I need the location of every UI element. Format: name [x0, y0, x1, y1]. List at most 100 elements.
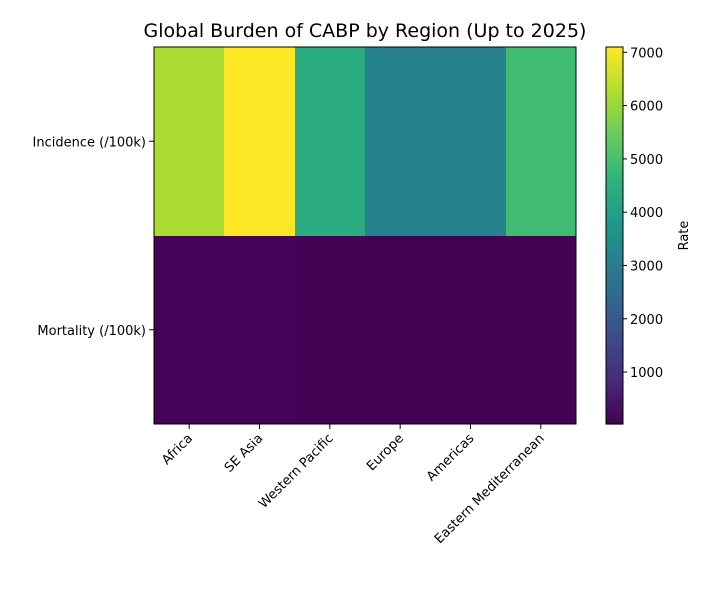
colorbar-segment — [606, 62, 623, 67]
heatmap-cells — [154, 47, 576, 424]
heatmap-cell — [506, 236, 576, 424]
colorbar-segment — [606, 295, 623, 299]
colorbar-segment — [606, 332, 623, 337]
colorbar-segment — [606, 219, 623, 224]
heatmap-cell — [224, 47, 295, 236]
plot-frame — [153, 46, 577, 425]
colorbar-segment — [606, 310, 623, 315]
x-tick-label: SE Asia — [222, 431, 266, 475]
colorbar-segment — [606, 78, 623, 83]
colorbar-tick-label: 3000 — [630, 259, 663, 274]
heatmap-cell — [365, 47, 435, 236]
colorbar-segment — [606, 160, 623, 164]
colorbar-segment — [606, 292, 623, 296]
colorbar-segment — [606, 194, 623, 199]
colorbar-segment — [606, 81, 623, 86]
colorbar-segment — [606, 414, 623, 419]
colorbar-segment — [606, 103, 623, 108]
x-tick-label: Americas — [424, 431, 477, 484]
colorbar-segment — [606, 175, 623, 180]
colorbar-segment — [606, 408, 623, 413]
colorbar-segment — [606, 210, 623, 215]
colorbar-segment — [606, 47, 623, 51]
heatmap-cell — [154, 236, 224, 424]
colorbar-segment — [606, 342, 623, 347]
x-tick-label: Western Pacific — [256, 431, 336, 511]
colorbar-segment — [606, 197, 623, 202]
colorbar-segment — [606, 125, 623, 130]
colorbar-segment — [606, 153, 623, 158]
colorbar-segment — [606, 395, 623, 400]
colorbar-segment — [606, 84, 623, 89]
colorbar-segment — [606, 361, 623, 365]
colorbar-segment — [606, 94, 623, 98]
colorbar-segment — [606, 138, 623, 142]
colorbar-segment — [606, 147, 623, 152]
colorbar-segment — [606, 304, 623, 309]
colorbar-segment — [606, 270, 623, 274]
colorbar-segment — [606, 59, 623, 64]
colorbar-segment — [606, 320, 623, 325]
colorbar-segment — [606, 420, 623, 425]
colorbar-tick-label: 6000 — [630, 100, 663, 115]
colorbar-segment — [606, 75, 623, 80]
colorbar-segment — [606, 97, 623, 102]
colorbar-segment — [606, 72, 623, 76]
colorbar-segment — [606, 141, 623, 145]
y-axis: Incidence (/100k) Mortality (/100k) — [33, 135, 154, 339]
heatmap-cell — [506, 47, 576, 236]
heatmap-cell — [365, 236, 435, 424]
colorbar-segment — [606, 314, 623, 318]
colorbar-segment — [606, 131, 623, 136]
y-tick-label: Incidence (/100k) — [33, 135, 146, 150]
colorbar-segment — [606, 128, 623, 133]
colorbar-segment — [606, 301, 623, 306]
colorbar-segment — [606, 106, 623, 111]
colorbar-segment — [606, 323, 623, 328]
colorbar-segment — [606, 53, 623, 58]
colorbar-tick-label: 7000 — [630, 46, 663, 61]
colorbar-segment — [606, 266, 623, 271]
colorbar-segment — [606, 348, 623, 353]
colorbar-segment — [606, 112, 623, 117]
colorbar-tick-label: 5000 — [630, 153, 663, 168]
colorbar-segment — [606, 226, 623, 230]
colorbar-segment — [606, 373, 623, 378]
colorbar-segment — [606, 260, 623, 265]
colorbar-segment — [606, 207, 623, 211]
colorbar-segment — [606, 50, 623, 54]
colorbar-segment — [606, 326, 623, 331]
colorbar-segment — [606, 254, 623, 259]
colorbar-tick-label: 1000 — [630, 366, 663, 381]
colorbar-segment — [606, 166, 623, 171]
colorbar-segment — [606, 213, 623, 218]
colorbar-segment — [606, 329, 623, 334]
colorbar-segment — [606, 279, 623, 284]
heatmap-cell — [224, 236, 295, 424]
colorbar-segment — [606, 345, 623, 350]
colorbar-segment — [606, 351, 623, 356]
colorbar-segment — [606, 285, 623, 290]
colorbar-segment — [606, 317, 623, 321]
colorbar-segment — [606, 405, 623, 409]
colorbar-segment — [606, 282, 623, 287]
colorbar-segment — [606, 222, 623, 227]
colorbar-segment — [606, 232, 623, 237]
colorbar-segment — [606, 380, 623, 384]
colorbar-segment — [606, 191, 623, 196]
heatmap-cell — [154, 47, 224, 236]
colorbar-segment — [606, 156, 623, 161]
colorbar: 1000 2000 3000 4000 5000 6000 7000 Rate — [605, 46, 692, 425]
heatmap-cell — [295, 47, 365, 236]
y-tick-label: Mortality (/100k) — [37, 324, 146, 339]
colorbar-segment — [606, 235, 623, 240]
colorbar-segment — [606, 150, 623, 155]
colorbar-label: Rate — [677, 221, 692, 251]
colorbar-segment — [606, 339, 623, 343]
colorbar-segment — [606, 367, 623, 372]
colorbar-segment — [606, 402, 623, 406]
colorbar-segment — [606, 364, 623, 369]
colorbar-tick-label: 4000 — [630, 206, 663, 221]
